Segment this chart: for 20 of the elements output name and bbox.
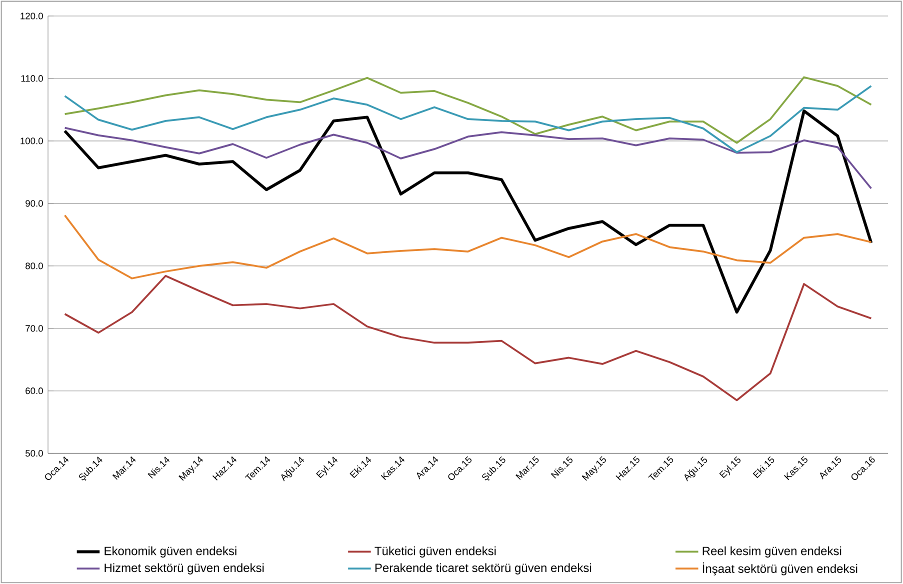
y-tick-label: 50.0 [26, 450, 43, 457]
legend-label: Hizmet sektörü güven endeksi [104, 563, 264, 574]
y-tick-label: 90.0 [26, 200, 43, 207]
legend-label: Tüketici güven endeksi [374, 546, 496, 558]
line-series [64, 85, 872, 154]
legend-label: İnşaat sektörü güven endeksi [702, 562, 858, 576]
legend-label: Reel kesim güven endeksi [702, 546, 842, 558]
line-series [63, 109, 873, 314]
line-series [64, 76, 872, 144]
y-tick-label: 80.0 [26, 262, 43, 270]
line-series [64, 274, 872, 402]
line-series [64, 214, 872, 280]
y-tick-label: 110.0 [21, 75, 43, 82]
line-series [64, 126, 872, 190]
y-tick-label: 60.0 [26, 388, 43, 394]
y-tick-label: 70.0 [26, 325, 43, 332]
legend-label: Perakende ticaret sektörü güven endeksi [375, 563, 592, 574]
y-tick-label: 120.0 [20, 12, 43, 20]
y-tick-label: 100.0 [20, 138, 43, 144]
legend-label: Ekonomik güven endeksi [104, 546, 236, 558]
